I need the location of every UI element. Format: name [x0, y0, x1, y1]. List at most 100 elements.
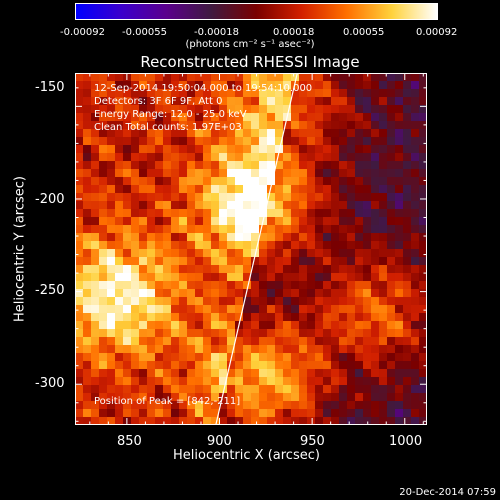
heatmap-cell	[395, 177, 404, 186]
heatmap-cell	[275, 409, 284, 418]
heatmap-cell	[355, 345, 364, 354]
heatmap-cell	[123, 113, 132, 122]
heatmap-cell	[307, 257, 316, 266]
heatmap-cell	[163, 169, 172, 178]
heatmap-cell	[275, 393, 284, 402]
heatmap-cell	[267, 377, 276, 386]
heatmap-cell	[163, 185, 172, 194]
heatmap-cell	[307, 337, 316, 346]
heatmap-cell	[331, 313, 340, 322]
heatmap-cell	[411, 377, 420, 386]
heatmap-cell	[211, 401, 220, 410]
heatmap-cell	[267, 353, 276, 362]
heatmap-cell	[235, 249, 244, 258]
heatmap-cell	[283, 73, 292, 82]
heatmap-cell	[75, 81, 84, 90]
heatmap-cell	[251, 145, 260, 154]
heatmap-cell	[147, 225, 156, 234]
heatmap-cell	[115, 345, 124, 354]
heatmap-cell	[283, 281, 292, 290]
heatmap-cell	[123, 97, 132, 106]
heatmap-cell	[331, 361, 340, 370]
heatmap-cell	[203, 113, 212, 122]
heatmap-cell	[371, 345, 380, 354]
heatmap-cell	[395, 153, 404, 162]
heatmap-cell	[371, 393, 380, 402]
heatmap-cell	[123, 217, 132, 226]
heatmap-cell	[259, 73, 268, 82]
heatmap-cell	[107, 321, 116, 330]
heatmap-cell	[291, 401, 300, 410]
heatmap-cell	[211, 193, 220, 202]
heatmap-cell	[131, 345, 140, 354]
heatmap-cell	[139, 121, 148, 130]
heatmap-cell	[131, 273, 140, 282]
heatmap-cell	[267, 249, 276, 258]
heatmap-cell	[235, 337, 244, 346]
heatmap-cell	[347, 97, 356, 106]
heatmap-cell	[107, 137, 116, 146]
heatmap-cell	[371, 81, 380, 90]
heatmap-cell	[371, 297, 380, 306]
heatmap-cell	[91, 209, 100, 218]
heatmap-cell	[411, 281, 420, 290]
heatmap-cell	[83, 329, 92, 338]
heatmap-cell	[171, 241, 180, 250]
heatmap-cell	[219, 153, 228, 162]
heatmap-cell	[315, 217, 324, 226]
heatmap-cell	[419, 169, 427, 178]
heatmap-cell	[163, 145, 172, 154]
heatmap-cell	[107, 73, 116, 82]
heatmap-cell	[419, 361, 427, 370]
heatmap-cell	[259, 249, 268, 258]
heatmap-cell	[163, 281, 172, 290]
heatmap-cell	[99, 121, 108, 130]
heatmap-cell	[187, 305, 196, 314]
heatmap-cell	[267, 313, 276, 322]
heatmap-cell	[275, 137, 284, 146]
heatmap-cell	[75, 257, 84, 266]
heatmap-cell	[355, 417, 364, 425]
heatmap-cell	[171, 201, 180, 210]
heatmap-cell	[115, 145, 124, 154]
heatmap-cell	[419, 369, 427, 378]
heatmap-cell	[211, 369, 220, 378]
heatmap-cell	[83, 241, 92, 250]
heatmap-cell	[299, 401, 308, 410]
heatmap-cell	[331, 369, 340, 378]
heatmap-cell	[131, 137, 140, 146]
heatmap-cell	[395, 113, 404, 122]
heatmap-cell	[155, 209, 164, 218]
heatmap-cell	[171, 409, 180, 418]
heatmap-cell	[91, 297, 100, 306]
heatmap-cell	[243, 281, 252, 290]
heatmap-cell	[163, 225, 172, 234]
heatmap-cell	[243, 225, 252, 234]
heatmap-cell	[251, 169, 260, 178]
heatmap-cell	[387, 241, 396, 250]
heatmap-cell	[371, 337, 380, 346]
heatmap-cell	[283, 185, 292, 194]
heatmap-cell	[211, 233, 220, 242]
heatmap-cell	[227, 97, 236, 106]
heatmap-cell	[147, 81, 156, 90]
heatmap-cell	[411, 337, 420, 346]
heatmap-cell	[355, 153, 364, 162]
heatmap-cell	[243, 337, 252, 346]
heatmap-cell	[139, 73, 148, 82]
heatmap-cell	[195, 297, 204, 306]
heatmap-cell	[307, 409, 316, 418]
heatmap-cell	[291, 201, 300, 210]
heatmap-cell	[355, 385, 364, 394]
heatmap-cell	[139, 233, 148, 242]
heatmap-cell	[107, 225, 116, 234]
heatmap-cell	[187, 97, 196, 106]
heatmap-cell	[299, 353, 308, 362]
heatmap-cell	[403, 73, 412, 82]
heatmap-cell	[291, 233, 300, 242]
heatmap-cell	[147, 353, 156, 362]
heatmap-cell	[83, 169, 92, 178]
heatmap-cell	[315, 353, 324, 362]
heatmap-cell	[219, 257, 228, 266]
heatmap-cell	[395, 305, 404, 314]
